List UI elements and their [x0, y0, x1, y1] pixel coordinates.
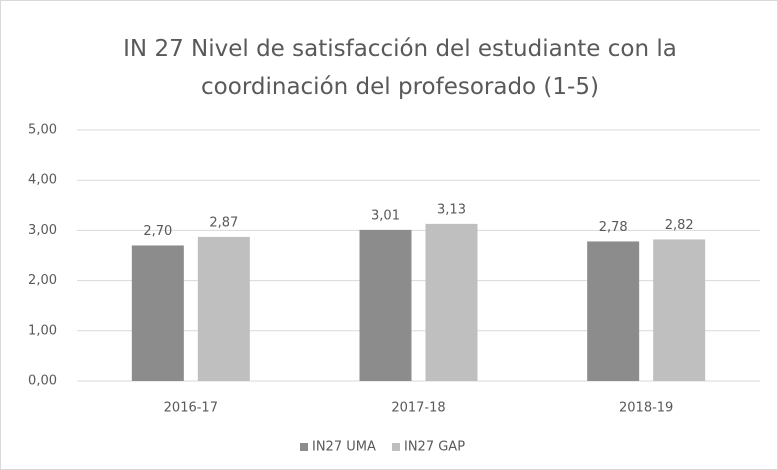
y-tick-label: 4,00	[28, 173, 57, 188]
value-label: 2,82	[665, 218, 694, 233]
value-label: 2,78	[599, 220, 628, 235]
value-label: 2,87	[209, 215, 238, 230]
y-tick-label: 2,00	[28, 273, 57, 288]
value-label: 3,01	[371, 208, 400, 223]
y-tick-label: 3,00	[28, 223, 57, 238]
x-tick-label: 2016-17	[164, 401, 218, 416]
y-tick-label: 0,00	[28, 374, 57, 389]
y-tick-label: 1,00	[28, 323, 57, 338]
legend-label: IN27 GAP	[404, 440, 465, 455]
x-tick-label: 2017-18	[391, 401, 445, 416]
bar	[131, 245, 184, 381]
y-tick-label: 5,00	[28, 123, 57, 138]
x-tick-label: 2018-19	[619, 401, 673, 416]
chart-title: IN 27 Nivel de satisfacción del estudian…	[123, 36, 677, 100]
legend-swatch	[300, 443, 308, 451]
bar	[587, 241, 640, 381]
legend-label: IN27 UMA	[312, 440, 376, 455]
value-label: 2,70	[143, 224, 172, 239]
bar	[359, 229, 412, 381]
bar	[425, 223, 478, 381]
legend-swatch	[392, 443, 400, 451]
bar	[197, 236, 250, 381]
title-box: IN 27 Nivel de satisfacción del estudian…	[123, 36, 677, 100]
bar	[653, 239, 706, 381]
value-label: 3,13	[437, 202, 466, 217]
